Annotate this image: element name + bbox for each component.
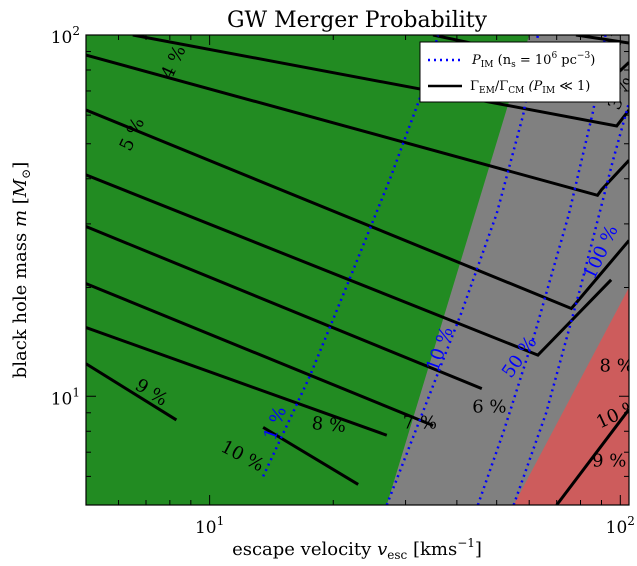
em-contour-line-4: [86, 225, 483, 390]
tick-layer: [85, 34, 629, 506]
em-contour-line-11: [555, 408, 629, 505]
em-contour-layer: [86, 35, 629, 505]
y-tick-label: 102: [51, 24, 80, 48]
em-contour-label-4: 8 %: [600, 355, 634, 376]
em-contour-line-6: [86, 108, 629, 311]
em-contour-label-6: 6 %: [472, 397, 506, 418]
region-layer: [86, 35, 629, 505]
y-tick-label: 101: [51, 385, 80, 409]
chart-title: GW Merger Probability: [227, 8, 488, 33]
x-tick-label: 102: [606, 514, 635, 538]
em-contour-line-0: [262, 426, 359, 486]
region-red: [513, 287, 629, 505]
em-contour-label-5: 7 %: [403, 413, 437, 434]
x-tick-label: 101: [195, 514, 224, 538]
tick-label-layer: 101 102 101 102: [51, 24, 635, 538]
legend-box: [419, 41, 621, 103]
y-axis-label: black hole mass m [M⊙]: [10, 162, 33, 379]
legend-entry-im: PIM (ns = 106 pc−3): [471, 51, 595, 70]
plot-area: 10 %9 %9 %8 %8 %7 %6 %5 %4 %3 %2 %10 %1 …: [86, 35, 634, 505]
em-contour-line-5: [86, 173, 613, 357]
legend: PIM (ns = 106 pc−3) ΓEM/ΓCM (PIM ≪ 1): [419, 41, 621, 103]
plot-frame: [85, 34, 630, 506]
em-contour-line-1: [86, 362, 178, 422]
em-contour-label-3: 8 %: [311, 413, 347, 437]
em-contour-line-2: [86, 326, 388, 437]
x-axis-label: escape velocity vesc [kms−1]: [232, 536, 482, 561]
em-contour-line-7: [86, 53, 629, 198]
im-contour-line-3: [512, 102, 629, 505]
em-contour-line-3: [86, 282, 434, 427]
legend-entry-em: ΓEM/ΓCM (PIM ≪ 1): [470, 79, 590, 96]
region-green: [86, 35, 530, 505]
em-contour-label-2: 9 %: [592, 450, 626, 471]
